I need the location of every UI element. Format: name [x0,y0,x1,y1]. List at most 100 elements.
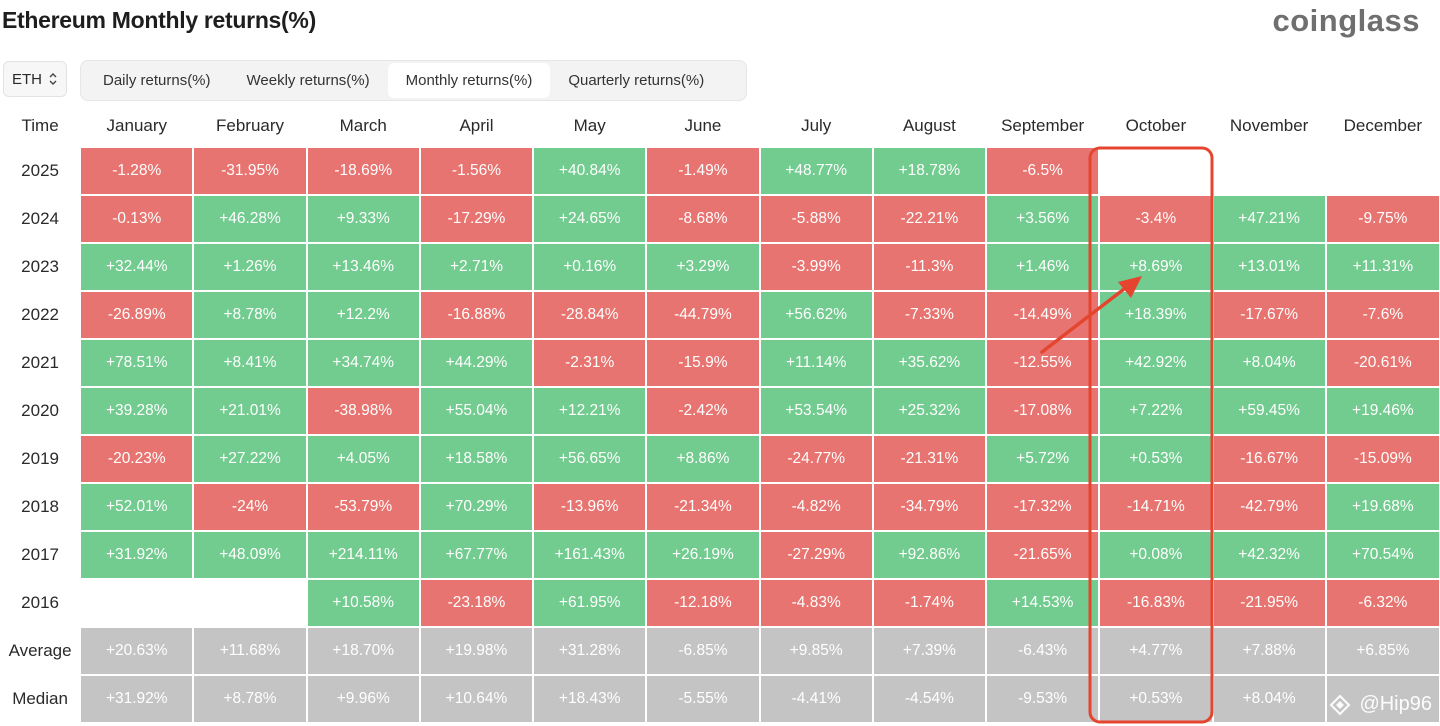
return-cell: -38.98% [306,387,420,435]
return-cell: +3.56% [986,195,1100,243]
return-cell: -7.33% [872,291,987,339]
return-cell: -9.53% [986,675,1100,723]
return-cell: +8.86% [646,435,760,483]
return-cell: +47.21% [1212,195,1326,243]
return-cell: +44.29% [419,339,534,387]
return-cell: -22.21% [872,195,987,243]
return-cell: -12.55% [986,339,1100,387]
return-cell: +8.41% [193,339,307,387]
return-cell: +7.39% [872,627,987,675]
row-label: 2020 [0,387,81,435]
return-cell: +27.22% [193,435,307,483]
return-cell: -6.5% [986,147,1100,195]
table-row: 2023 +32.44% +1.26% +13.46% +2.71% +0.16% +3.2… [0,243,1440,291]
return-cell: -15.9% [646,339,760,387]
asset-select[interactable]: ETH [3,61,67,97]
tab-monthly-returns[interactable]: Monthly returns(%) [387,63,551,98]
return-cell: -1.74% [872,579,987,627]
return-cell: -24.77% [759,435,873,483]
return-cell: +8.04% [1212,675,1326,723]
return-cell: +18.43% [533,675,647,723]
return-cell: +18.78% [872,147,987,195]
table-row: 2021 +78.51% +8.41% +34.74% +44.29% -2.31% -15… [0,339,1440,387]
return-cell: +42.32% [1212,531,1326,579]
return-cell: +19.68% [1325,483,1440,531]
month-header-june: June [684,116,722,135]
return-cell: +46.28% [193,195,307,243]
return-cell: +11.31% [1325,243,1440,291]
return-cell: -17.67% [1212,291,1326,339]
row-label: Average [0,627,81,675]
time-column-header: Time [21,116,59,135]
row-label: 2023 [0,243,81,291]
return-cell: -13.96% [533,483,647,531]
month-header-january: January [106,116,168,135]
table-row: 2016 +10.58% -23.18% +61.95% -12.18% -4.83% -1… [0,579,1440,627]
tab-weekly-returns[interactable]: Weekly returns(%) [246,72,370,89]
tab-quarterly-returns[interactable]: Quarterly returns(%) [568,72,705,89]
return-cell: +70.54% [1325,531,1440,579]
return-cell: +0.16% [533,243,647,291]
return-cell: -11.3% [872,243,987,291]
return-cell: -20.61% [1325,339,1440,387]
watermark: @Hip96 [1329,693,1432,716]
return-cell: +10.58% [306,579,420,627]
return-cell: -9.75% [1325,195,1440,243]
table-row: 2019 -20.23% +27.22% +4.05% +18.58% +56.65% +8… [0,435,1440,483]
watermark-text: @Hip96 [1359,693,1432,715]
return-cell: +61.95% [533,579,647,627]
page-title: Ethereum Monthly returns(%) [2,7,316,33]
asset-select-value: ETH [12,70,42,88]
return-cell: +10.64% [419,675,534,723]
month-header-july: July [801,116,832,135]
diamond-logo-icon [1330,694,1351,715]
return-cell: -17.08% [986,387,1100,435]
month-header-september: September [1001,116,1085,135]
return-cell: -4.41% [759,675,873,723]
return-cell: +1.26% [193,243,307,291]
return-cell: +26.19% [646,531,760,579]
month-header-march: March [339,116,387,135]
return-cell: -27.29% [759,531,873,579]
table-header-row: Time January February March April May June Jul… [0,105,1440,147]
row-label: 2024 [0,195,81,243]
return-cell: +19.98% [419,627,534,675]
returns-period-tabs: Daily returns(%) Weekly returns(%) Month… [80,60,747,101]
return-cell: -21.31% [872,435,987,483]
return-cell: -6.85% [646,627,760,675]
return-cell: +78.51% [80,339,194,387]
return-cell: -8.68% [646,195,760,243]
return-cell: +8.78% [193,675,307,723]
table-row: Median +31.92% +8.78% +9.96% +10.64% +18.43% -… [0,675,1440,723]
tab-daily-returns[interactable]: Daily returns(%) [103,72,211,89]
return-cell: -4.54% [872,675,987,723]
month-header-november: November [1229,116,1309,135]
month-header-february: February [215,116,285,135]
return-cell: +0.53% [1099,675,1213,723]
return-cell: -4.82% [759,483,873,531]
row-label: Median [0,675,81,723]
return-cell: +7.22% [1099,387,1213,435]
return-cell: +19.46% [1325,387,1440,435]
return-cell: +59.45% [1212,387,1326,435]
return-cell: -16.88% [419,291,534,339]
coinglass-logo: coinglass [1272,3,1420,38]
month-header-december: December [1343,116,1423,135]
return-cell: +21.01% [193,387,307,435]
return-cell: +24.65% [533,195,647,243]
return-cell: +4.05% [306,435,420,483]
return-cell: +48.09% [193,531,307,579]
month-header-may: May [573,116,606,135]
return-cell: +13.01% [1212,243,1326,291]
return-cell: +35.62% [872,339,987,387]
return-cell: -21.65% [986,531,1100,579]
row-label: 2021 [0,339,81,387]
return-cell: -7.6% [1325,291,1440,339]
month-header-april: April [459,116,494,135]
return-cell: +2.71% [419,243,534,291]
month-header-october: October [1125,116,1187,135]
return-cell: +214.11% [306,531,420,579]
return-cell: +34.74% [306,339,420,387]
return-cell: -18.69% [306,147,420,195]
return-cell: +9.85% [759,627,873,675]
